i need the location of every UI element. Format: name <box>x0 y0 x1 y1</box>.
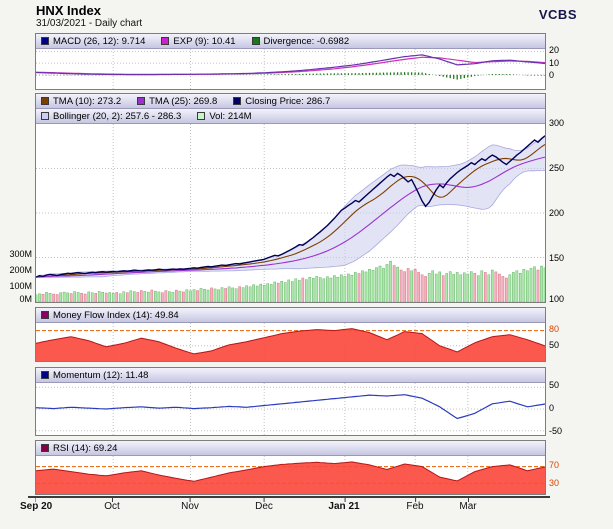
exp-marker <box>161 37 170 45</box>
momentum-plot-svg <box>36 383 545 435</box>
divergence-marker <box>251 37 260 45</box>
volume-marker <box>197 112 206 120</box>
momentum-ytick: -50 <box>549 426 563 436</box>
brand-logo: VCBS <box>538 7 577 22</box>
price-ytick: 150 <box>549 253 565 263</box>
x-axis-line <box>28 496 550 498</box>
volume-legend-item: Vol: 214M <box>197 110 252 122</box>
mfi-ytick-50: 50 <box>549 340 560 350</box>
price-ytick: 200 <box>549 208 565 218</box>
volume-ytick: 300M <box>9 249 32 259</box>
momentum-ytick: 50 <box>549 380 560 390</box>
mfi-legend: Money Flow Index (14): 49.84 <box>36 308 545 323</box>
macd-ytick: 10 <box>549 58 560 68</box>
volume-label: Vol: 214M <box>209 110 252 122</box>
mfi-plot-svg <box>36 323 545 361</box>
x-label-feb: Feb <box>406 501 424 512</box>
macd-legend: MACD (26, 12): 9.714 EXP (9): 10.41 Dive… <box>36 34 545 49</box>
x-axis-ticks-svg <box>35 498 469 502</box>
closing-price-marker <box>233 97 242 105</box>
rsi-legend-item: RSI (14): 69.24 <box>41 443 117 454</box>
rsi-ytick-30: 30 <box>549 478 560 488</box>
rsi-plot-svg <box>36 456 545 494</box>
macd-marker <box>41 37 49 45</box>
mfi-marker <box>41 311 49 319</box>
price-panel: TMA (10): 273.2 TMA (25): 269.8 Closing … <box>35 93 546 303</box>
bollinger-marker <box>41 112 49 120</box>
volume-ytick: 100M <box>9 281 32 291</box>
price-legend-row1: TMA (10): 273.2 TMA (25): 269.8 Closing … <box>36 94 545 109</box>
price-ytick: 100 <box>549 294 565 304</box>
macd-plot <box>36 49 545 89</box>
macd-ytick: 0 <box>549 70 555 80</box>
x-label-mar: Mar <box>459 501 477 512</box>
mfi-label: Money Flow Index (14): 49.84 <box>53 309 179 321</box>
bollinger-legend-item: Bollinger (20, 2): 257.6 - 286.3 <box>41 111 181 122</box>
x-axis-ticks <box>35 498 546 505</box>
mfi-legend-item: Money Flow Index (14): 49.84 <box>41 310 179 321</box>
price-plot <box>36 124 545 302</box>
rsi-plot <box>36 456 545 494</box>
price-ytick: 300 <box>549 118 565 128</box>
macd-legend-item: MACD (26, 12): 9.714 <box>41 36 145 47</box>
tma25-marker <box>137 97 146 105</box>
x-label-sep20: Sep 20 <box>20 501 53 512</box>
x-label-dec: Dec <box>255 501 273 512</box>
page-title: HNX Index <box>36 3 102 18</box>
tma25-label: TMA (25): 269.8 <box>149 95 218 107</box>
momentum-plot <box>36 383 545 435</box>
momentum-legend-item: Momentum (12): 11.48 <box>41 370 148 381</box>
momentum-label: Momentum (12): 11.48 <box>53 369 149 381</box>
tma10-label: TMA (10): 273.2 <box>53 95 122 107</box>
volume-ytick: 200M <box>9 265 32 275</box>
price-plot-svg <box>36 124 545 302</box>
tma25-legend-item: TMA (25): 269.8 <box>137 96 217 107</box>
divergence-legend-item: Divergence: -0.6982 <box>251 35 350 47</box>
x-label-oct: Oct <box>104 501 120 512</box>
price-legend-row2: Bollinger (20, 2): 257.6 - 286.3 Vol: 21… <box>36 109 545 124</box>
x-label-nov: Nov <box>181 501 199 512</box>
volume-ytick: 0M <box>19 294 32 304</box>
rsi-panel: RSI (14): 69.24 <box>35 440 546 495</box>
rsi-marker <box>41 444 49 452</box>
exp-label: EXP (9): 10.41 <box>173 35 236 47</box>
macd-panel: MACD (26, 12): 9.714 EXP (9): 10.41 Dive… <box>35 33 546 90</box>
rsi-ytick-70: 70 <box>549 460 560 470</box>
macd-label: MACD (26, 12): 9.714 <box>53 35 146 47</box>
momentum-ytick: 0 <box>549 403 555 413</box>
momentum-panel: Momentum (12): 11.48 <box>35 367 546 436</box>
chart-subtitle: 31/03/2021 - Daily chart <box>36 18 143 29</box>
mfi-panel: Money Flow Index (14): 49.84 <box>35 307 546 362</box>
bollinger-label: Bollinger (20, 2): 257.6 - 286.3 <box>53 110 182 122</box>
tma10-legend-item: TMA (10): 273.2 <box>41 96 121 107</box>
tma10-marker <box>41 97 49 105</box>
closing-price-label: Closing Price: 286.7 <box>245 95 331 107</box>
divergence-label: Divergence: -0.6982 <box>263 35 350 47</box>
momentum-marker <box>41 371 49 379</box>
macd-plot-svg <box>36 49 545 89</box>
mfi-ytick-80: 80 <box>549 324 560 334</box>
macd-ytick: 20 <box>549 45 560 55</box>
mfi-plot <box>36 323 545 361</box>
closing-price-legend-item: Closing Price: 286.7 <box>233 96 330 107</box>
x-label-jan21: Jan 21 <box>328 501 360 512</box>
price-ytick: 250 <box>549 163 565 173</box>
rsi-label: RSI (14): 69.24 <box>53 442 118 454</box>
exp-legend-item: EXP (9): 10.41 <box>161 35 236 47</box>
rsi-legend: RSI (14): 69.24 <box>36 441 545 456</box>
momentum-legend: Momentum (12): 11.48 <box>36 368 545 383</box>
